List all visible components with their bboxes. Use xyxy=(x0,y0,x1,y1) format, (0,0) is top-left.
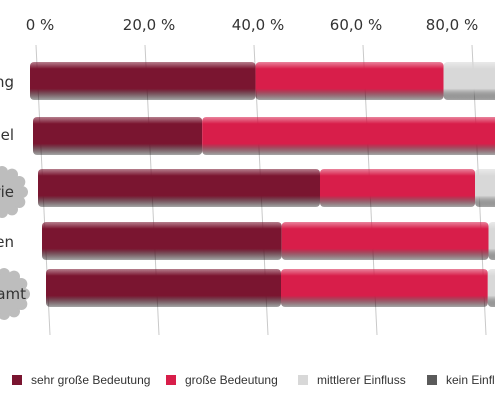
legend-label: große Bedeutung xyxy=(185,373,278,387)
legend-item: kein Einfluss xyxy=(427,369,495,391)
bar-segment xyxy=(281,269,488,307)
x-tick-label: 80,0 % xyxy=(426,16,478,34)
category-label: del xyxy=(0,126,14,144)
bar-segment xyxy=(255,62,444,100)
bar-segment xyxy=(443,62,495,100)
bar-segment xyxy=(30,62,256,100)
x-axis-ticks: 0 % 20,0 % 40,0 % 60,0 % 80,0 % xyxy=(26,16,479,34)
category-label: amt xyxy=(0,285,26,303)
bar-segment xyxy=(475,169,495,207)
category-badges: ng del rie uren amt xyxy=(0,73,30,320)
legend-label: kein Einfluss xyxy=(446,373,495,387)
legend-swatch xyxy=(12,375,22,385)
legend-label: mittlerer Einfluss xyxy=(317,373,406,387)
bar-segment xyxy=(33,117,203,155)
bar-segment xyxy=(320,169,476,207)
bar-segment xyxy=(38,169,320,207)
bar-segment xyxy=(46,269,281,307)
category-label: rie xyxy=(0,183,14,201)
bars xyxy=(30,62,495,307)
legend-swatch xyxy=(298,375,308,385)
bar-segment xyxy=(202,117,495,155)
bar-segment xyxy=(281,222,489,260)
bar-segment xyxy=(42,222,282,260)
legend: sehr große Bedeutung große Bedeutung mittl… xyxy=(0,369,495,391)
bar-segment xyxy=(487,269,495,307)
legend-item: sehr große Bedeutung xyxy=(12,369,150,391)
legend-item: große Bedeutung xyxy=(166,369,278,391)
category-badge xyxy=(0,166,28,218)
category-label: ng xyxy=(0,73,14,91)
x-tick-label: 0 % xyxy=(26,16,55,34)
legend-swatch xyxy=(427,375,437,385)
bar-segment xyxy=(488,222,495,260)
x-tick-label: 40,0 % xyxy=(232,16,284,34)
category-label: uren xyxy=(0,233,14,251)
legend-item: mittlerer Einfluss xyxy=(298,369,406,391)
category-badge xyxy=(0,268,30,320)
x-tick-label: 60,0 % xyxy=(330,16,382,34)
legend-swatch xyxy=(166,375,176,385)
x-tick-label: 20,0 % xyxy=(123,16,175,34)
legend-label: sehr große Bedeutung xyxy=(31,373,151,387)
